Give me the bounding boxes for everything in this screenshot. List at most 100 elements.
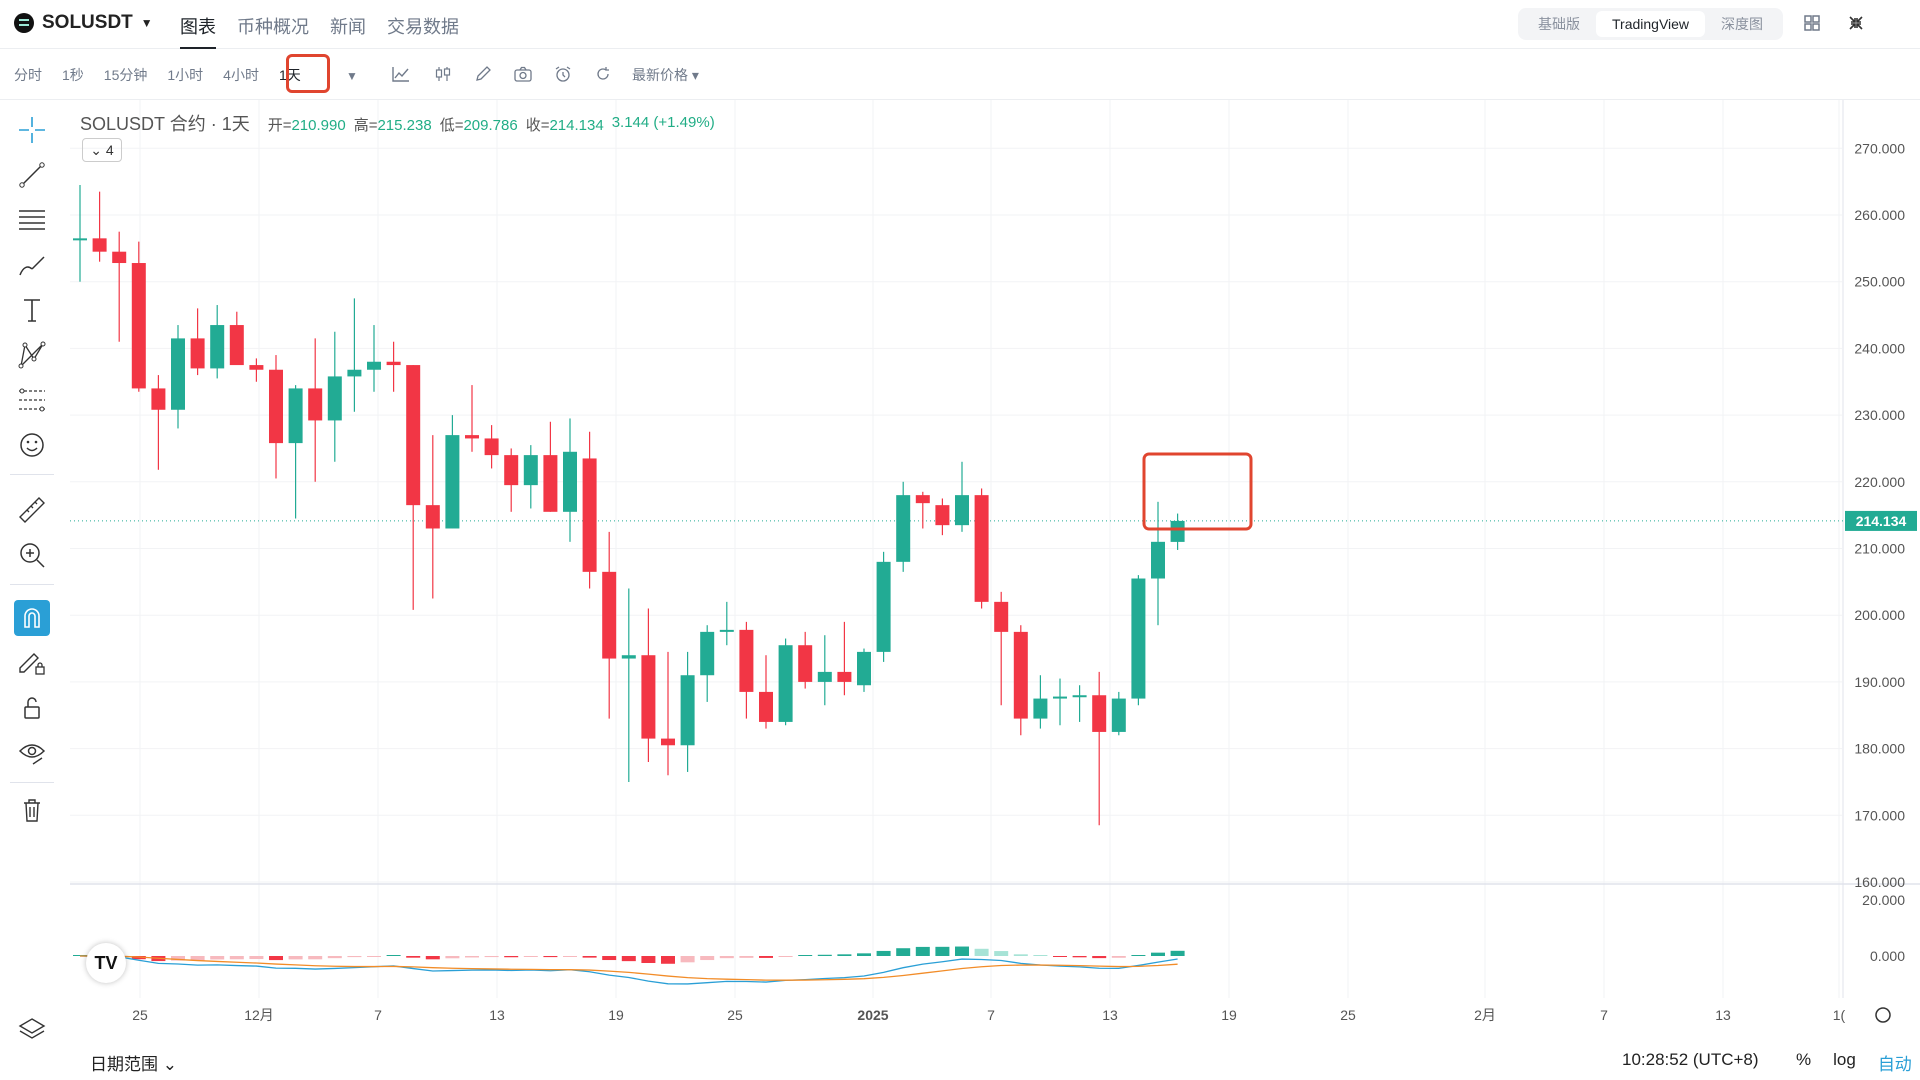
symbol-selector[interactable]: SOLUSDT ▼ [14,12,153,34]
candle-body [719,629,734,632]
caret-down-icon: ▼ [140,16,153,30]
tab-news[interactable]: 新闻 [330,17,366,37]
macd-line [79,955,1178,985]
macd-histogram-bar [582,956,597,958]
interval-4h[interactable]: 4小时 [223,67,259,83]
interval-1d[interactable]: 1天 [278,67,301,83]
macd-histogram-bar [249,956,264,960]
price-tick-label: 220.000 [1854,474,1905,490]
collapse-icon[interactable] [1846,14,1866,34]
view-tradingview[interactable]: TradingView [1596,11,1706,37]
replay-icon[interactable] [594,66,612,86]
candle-body [739,629,754,692]
pattern-icon[interactable] [14,337,50,373]
candle-type-icon[interactable] [434,66,452,86]
price-type-select[interactable]: 最新价格 ▾ [632,67,699,83]
candle-body [406,365,421,506]
indicator-collapse-button[interactable]: ⌄ 4 [82,138,122,162]
price-tick-label: 170.000 [1854,807,1905,823]
fib-tool-icon[interactable] [14,382,50,418]
candle-body [1151,541,1165,579]
candle-body [994,601,1009,632]
ruler-icon[interactable] [14,492,50,528]
pencil-icon[interactable] [474,66,492,86]
signal-line [79,955,1178,981]
log-toggle[interactable]: log [1833,1050,1856,1069]
candle-body [935,505,950,526]
macd-histogram-bar [308,956,323,960]
candle-body [465,435,479,439]
camera-icon[interactable] [514,66,532,86]
macd-histogram-bar [955,946,969,956]
divider [10,474,54,475]
trash-icon[interactable] [14,792,50,828]
candle-body [543,455,558,512]
macd-histogram-bar [131,956,146,960]
interval-15m[interactable]: 15分钟 [103,67,148,83]
candle-body [288,388,303,444]
candle-body [249,365,264,370]
interval-1h[interactable]: 1小时 [167,67,204,83]
candle-body [308,388,323,421]
lock-drawing-icon[interactable] [14,645,50,681]
macd-histogram-bar [543,956,558,958]
macd-histogram-bar [210,956,225,960]
crosshair-icon[interactable] [14,112,50,148]
candle-body [680,675,695,746]
tradingview-logo[interactable]: TV [86,943,126,983]
tab-coin-overview[interactable]: 币种概况 [237,17,309,37]
layers-icon[interactable] [14,1012,50,1048]
macd-histogram-bar [1111,956,1126,958]
macd-histogram-bar [563,956,577,957]
legend-ohlc: 开=210.990 高=215.238 低=209.786 收=214.134 … [268,114,715,135]
view-depth[interactable]: 深度图 [1721,16,1764,32]
alarm-icon[interactable] [554,66,572,86]
price-tick-label: 180.000 [1854,741,1905,757]
legend-low: 低=209.786 [439,117,518,134]
candle-body [73,238,87,241]
chart-legend: SOLUSDT 合约 · 1天 开=210.990 高=215.238 低=20… [80,110,715,136]
macd-histogram-bar [151,956,166,962]
price-chart[interactable]: 270.000260.000250.000240.000230.000220.0… [0,0,1920,1040]
interval-1s[interactable]: 1秒 [62,67,84,83]
grid-layout-icon[interactable] [1802,14,1822,34]
macd-histogram-bar [445,956,460,959]
magnet-icon[interactable] [14,600,50,636]
brush-icon[interactable] [14,247,50,283]
interval-dropdown-icon[interactable]: ▼ [346,69,358,83]
candle-body [857,651,871,686]
percent-toggle[interactable]: % [1796,1050,1812,1069]
legend-open: 开=210.990 [267,117,346,134]
top-bar: SOLUSDT ▼ 图表 币种概况 新闻 交易数据 基础版 TradingVie… [0,0,1920,49]
candle-body [151,388,166,410]
candle-body [131,263,146,389]
time-tick-label: 13 [1715,1007,1731,1023]
eye-icon[interactable] [14,735,50,771]
highlight-interval-box [286,54,330,93]
interval-list: 分时 1秒 15分钟 1小时 4小时 1天 [14,65,301,85]
macd-histogram-bar [523,956,538,957]
zoom-in-icon[interactable] [14,537,50,573]
time-tick-label: 2月 [1474,1007,1496,1023]
indicators-icon[interactable] [392,66,410,86]
unlock-icon[interactable] [14,690,50,726]
emoji-icon[interactable] [14,427,50,463]
macd-histogram-bar [288,956,303,960]
view-basic[interactable]: 基础版 [1538,16,1580,32]
tab-trading-data[interactable]: 交易数据 [387,17,459,37]
candle-body [210,325,225,369]
date-range-button[interactable]: 日期范围 ⌄ [90,1055,177,1074]
tab-chart[interactable]: 图表 [180,13,216,49]
time-tick-label: 13 [1102,1007,1118,1023]
drawing-toolbar [0,100,64,1080]
candle-body [563,451,577,512]
highlight-candle-box [1142,452,1253,531]
trend-line-icon[interactable] [14,157,50,193]
macd-histogram-bar [621,956,636,962]
macd-histogram-bar [857,953,871,956]
text-tool-icon[interactable] [14,292,50,328]
auto-scale-toggle[interactable]: 自动 [1877,1055,1912,1074]
interval-tick[interactable]: 分时 [14,67,42,83]
horizontal-lines-icon[interactable] [14,202,50,238]
macd-histogram-bar [837,954,852,956]
